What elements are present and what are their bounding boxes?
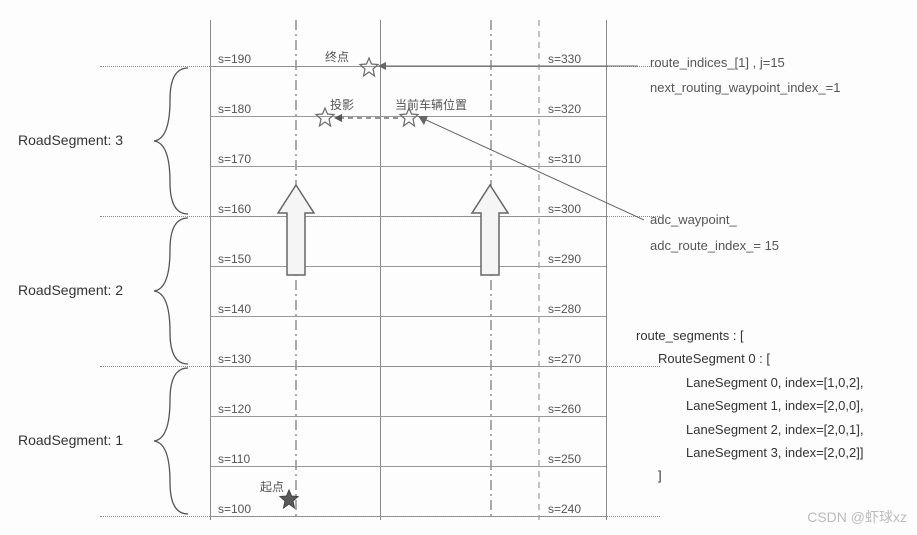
segment-boundary [100, 516, 660, 517]
lane-segment-line: LaneSegment 3, index=[2,0,2]] [686, 441, 863, 464]
roadsegment-label: RoadSegment: 1 [18, 432, 123, 448]
lane-line-left-inner [380, 20, 381, 520]
s-label-left: s=110 [218, 452, 250, 466]
brace [150, 66, 190, 216]
anno-adc-idx: adc_route_index_= 15 [650, 238, 779, 253]
label-proj: 投影 [330, 96, 354, 113]
anno-arrow-to-vehicle [418, 116, 648, 226]
s-label-left: s=130 [218, 352, 251, 366]
anno-route-indices: route_indices_[1] , j=15 [650, 55, 785, 70]
anno-next-wp: next_routing_waypoint_index_=1 [650, 80, 840, 95]
diagram-root: s=190s=330s=180s=320s=170s=310s=160s=300… [0, 0, 917, 535]
anno-adc-wp: adc_waypoint_ [650, 212, 737, 227]
s-label-right: s=270 [548, 352, 581, 366]
s-label-right: s=290 [548, 252, 581, 266]
lane-line-right-inner [538, 20, 540, 520]
row-line [210, 316, 606, 317]
label-end: 终点 [325, 48, 349, 65]
roadsegment-label: RoadSegment: 2 [18, 282, 123, 298]
roadsegment-label: RoadSegment: 3 [18, 132, 123, 148]
s-label-right: s=250 [548, 452, 581, 466]
label-vehicle: 当前车辆位置 [395, 96, 467, 113]
row-line [210, 416, 606, 417]
brace [150, 216, 190, 366]
s-label-right: s=320 [548, 102, 581, 116]
row-line [210, 266, 606, 267]
lane-segment-line: LaneSegment 1, index=[2,0,0], [686, 394, 863, 417]
arrow-vehicle-to-proj [334, 114, 400, 124]
lane-line-right-outer [606, 20, 607, 520]
s-label-left: s=190 [218, 52, 251, 66]
lane-line-left-outer [210, 20, 211, 520]
route-segments-block: route_segments : [ RouteSegment 0 : [ La… [636, 324, 863, 488]
s-label-left: s=150 [218, 252, 251, 266]
label-start: 起点 [260, 478, 284, 495]
anno-arrow-to-end [378, 60, 640, 72]
s-label-right: s=280 [548, 302, 581, 316]
s-label-left: s=100 [218, 502, 251, 516]
lane-segment-line: LaneSegment 2, index=[2,0,1], [686, 418, 863, 441]
s-label-left: s=180 [218, 102, 251, 116]
watermark: CSDN @虾球xz [807, 507, 907, 527]
rs-close: ] [636, 464, 863, 487]
row-line [210, 466, 606, 467]
star-end [360, 58, 378, 76]
s-label-right: s=240 [548, 502, 581, 516]
s-label-right: s=260 [548, 402, 581, 416]
rs-sub: RouteSegment 0 : [ [636, 347, 863, 370]
rs-header: route_segments : [ [636, 324, 863, 347]
s-label-left: s=170 [218, 152, 251, 166]
brace [150, 366, 190, 516]
s-label-left: s=140 [218, 302, 251, 316]
up-arrow-left [278, 185, 314, 280]
lane-segment-line: LaneSegment 0, index=[1,0,2], [686, 371, 863, 394]
s-label-left: s=160 [218, 202, 251, 216]
s-label-left: s=120 [218, 402, 251, 416]
